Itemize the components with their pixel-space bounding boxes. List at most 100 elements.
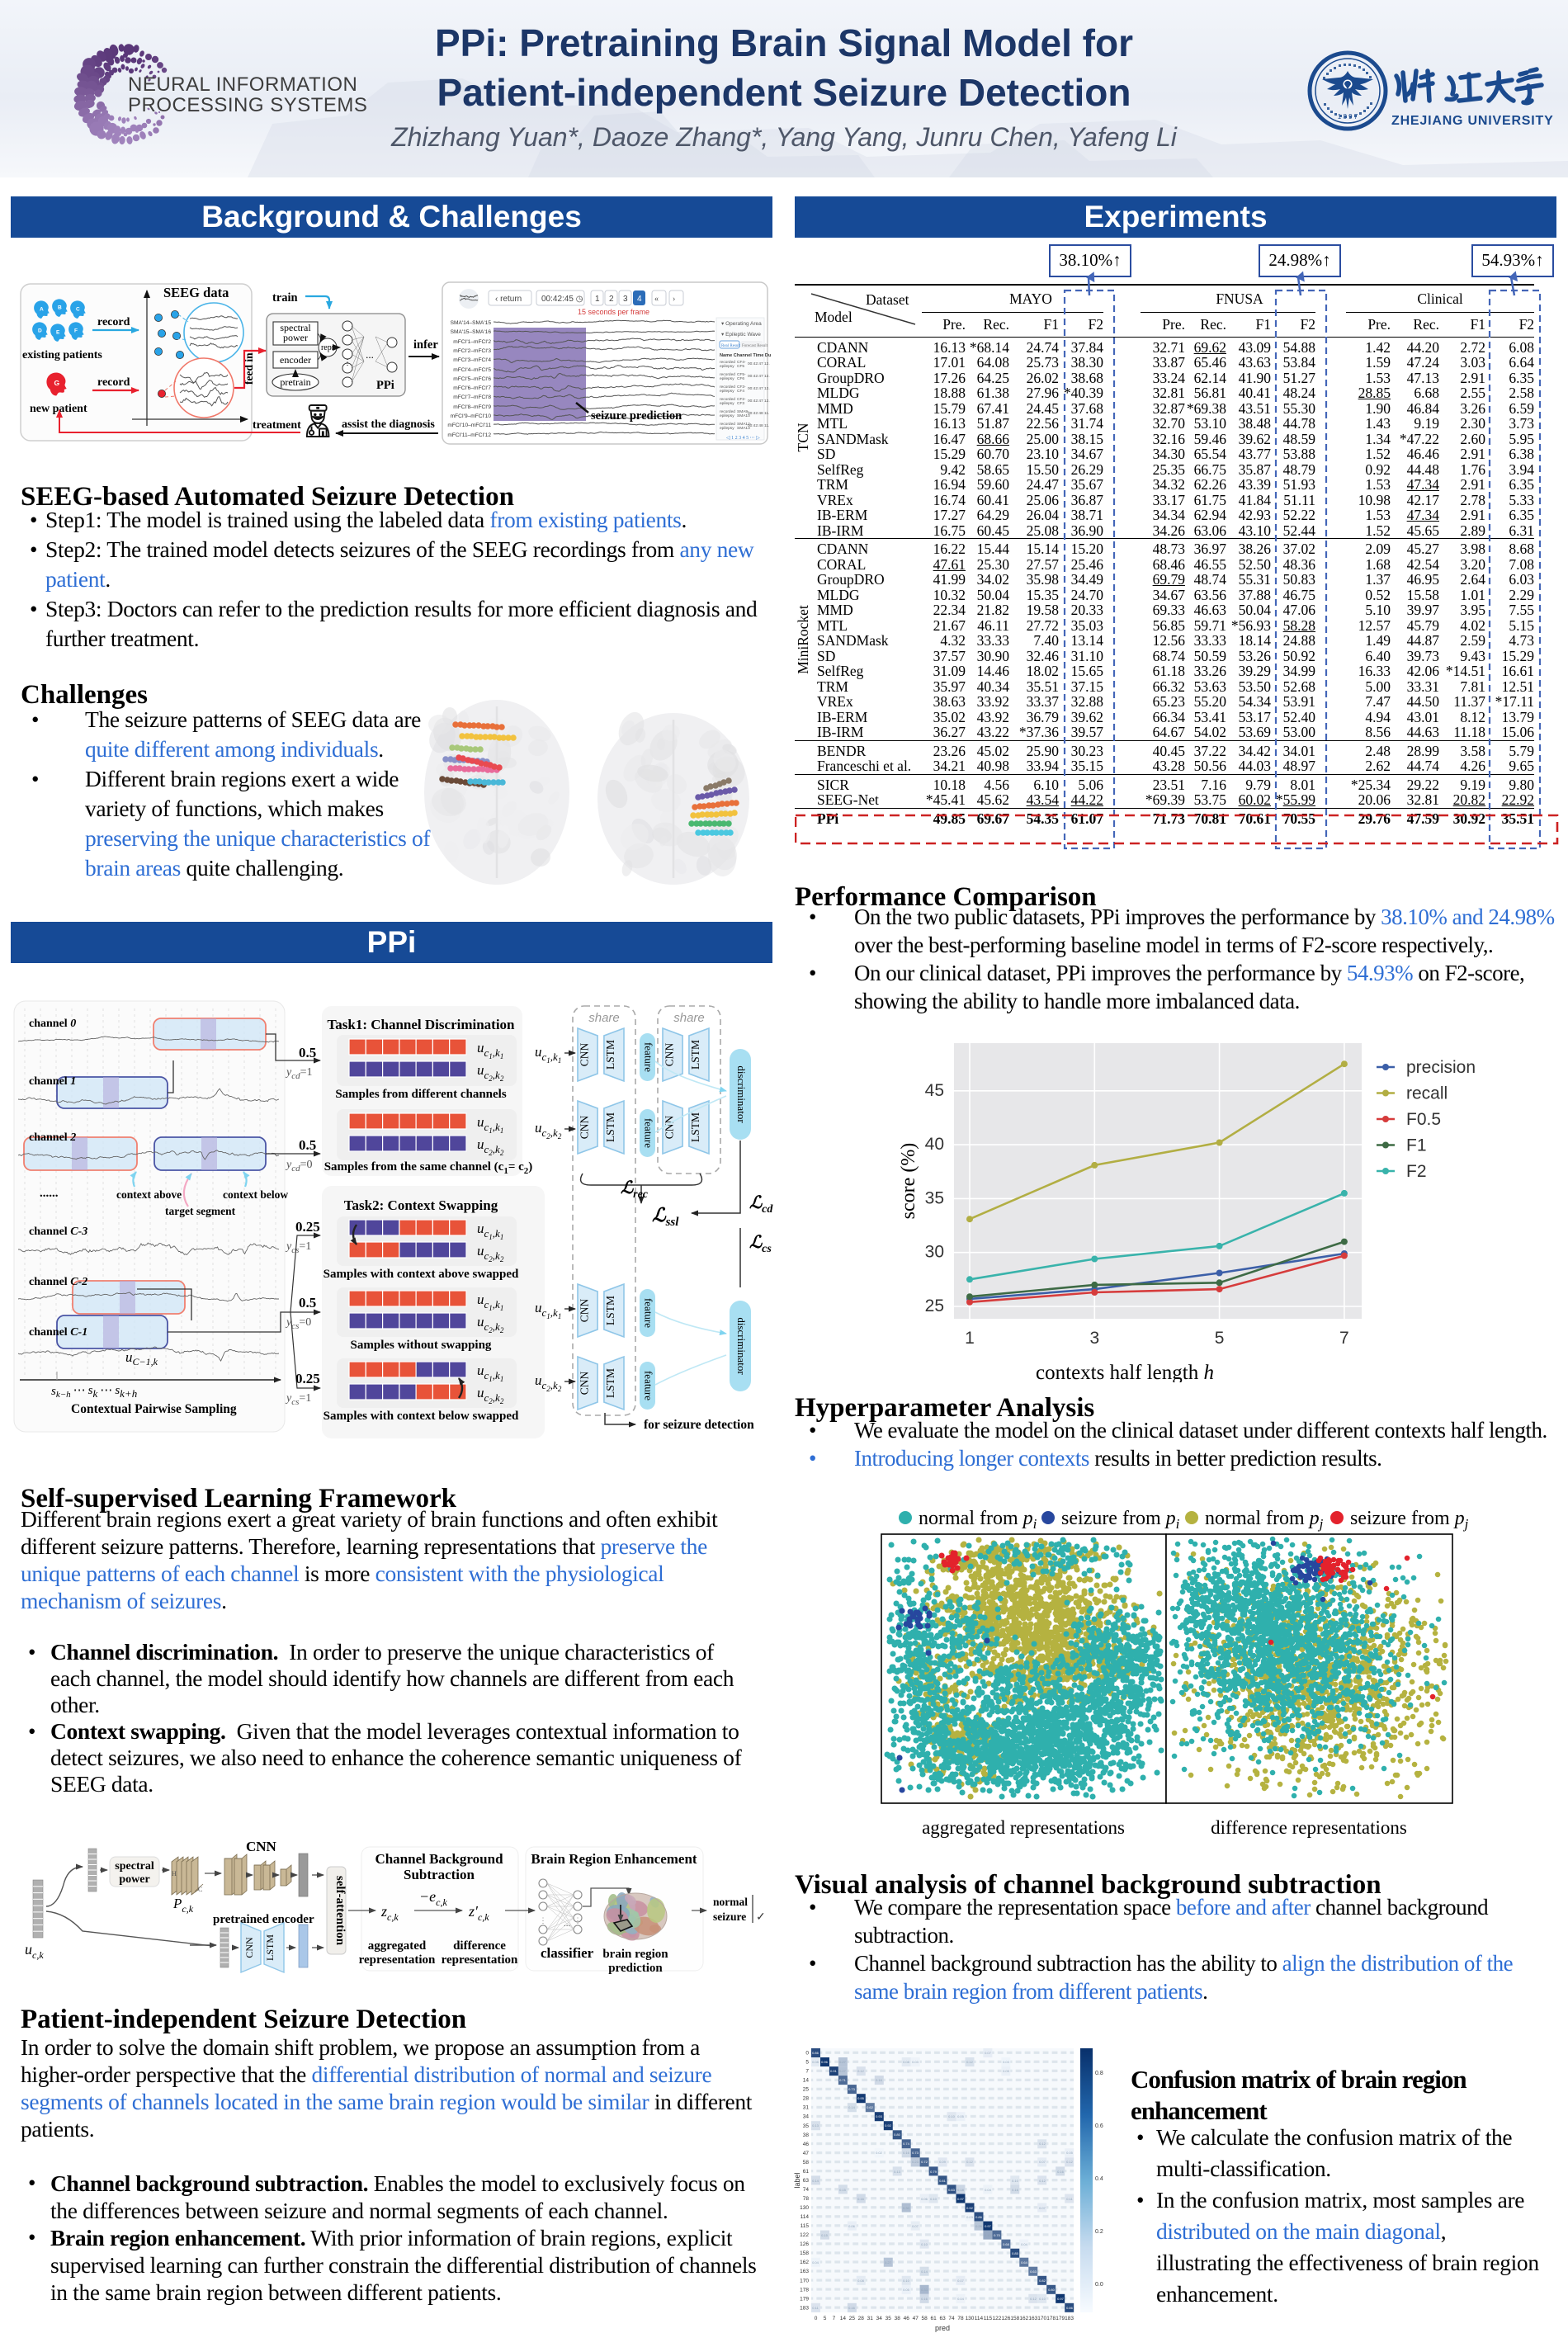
svg-text:0.16: 0.16 xyxy=(857,2197,865,2201)
svg-text:feature: feature xyxy=(643,1118,655,1148)
svg-text:0.79: 0.79 xyxy=(930,2170,937,2174)
svg-text:mFCI'4–mFCI'5: mFCI'4–mFCI'5 xyxy=(453,367,491,373)
svg-text:share: share xyxy=(588,1011,620,1025)
svg-text:sk−h ⋯ sk ⋯ sk+h: sk−h ⋯ sk ⋯ sk+h xyxy=(51,1384,137,1400)
svg-text:recorded: recorded xyxy=(720,385,735,390)
svg-text:25: 25 xyxy=(849,2316,856,2321)
svg-text:E: E xyxy=(56,329,60,335)
svg-text:0.27: 0.27 xyxy=(885,2260,892,2265)
svg-text:0.25: 0.25 xyxy=(295,1371,320,1386)
svg-text:LSTM: LSTM xyxy=(604,1296,616,1325)
svg-text:162: 162 xyxy=(1019,2316,1028,2321)
svg-text:31: 31 xyxy=(867,2316,874,2321)
svg-text:⋮: ⋮ xyxy=(574,1916,582,1925)
svg-text:existing patients: existing patients xyxy=(22,349,102,361)
svg-text:CNN: CNN xyxy=(578,1043,590,1067)
svg-text:pretrain: pretrain xyxy=(280,376,310,388)
svg-text:0.6: 0.6 xyxy=(1095,2123,1103,2129)
svg-text:0.09: 0.09 xyxy=(939,2160,947,2164)
svg-text:25: 25 xyxy=(925,1296,944,1315)
svg-text:0.12: 0.12 xyxy=(1039,2179,1046,2183)
svg-text:47: 47 xyxy=(913,2316,919,2321)
svg-text:14: 14 xyxy=(840,2316,847,2321)
svg-text:0.16: 0.16 xyxy=(1012,2188,1019,2192)
svg-text:mFCI'9–mFCI'10: mFCI'9–mFCI'10 xyxy=(451,413,492,419)
svg-text:30: 30 xyxy=(925,1243,944,1262)
svg-text:epilepsy: epilepsy xyxy=(720,413,734,418)
svg-text:0.16: 0.16 xyxy=(903,2151,910,2155)
svg-text:▾ Operating Area: ▾ Operating Area xyxy=(721,321,762,327)
svg-text:label: label xyxy=(793,2172,801,2188)
svg-text:163: 163 xyxy=(1028,2316,1037,2321)
svg-text:Channel Background: Channel Background xyxy=(375,1851,503,1867)
svg-text:0.2: 0.2 xyxy=(1095,2229,1103,2235)
svg-text:Task2: Context Swapping: Task2: Context Swapping xyxy=(344,1197,498,1213)
svg-text:normal: normal xyxy=(713,1896,748,1908)
svg-text:0.5: 0.5 xyxy=(299,1045,316,1060)
svg-text:F1: F1 xyxy=(1406,1136,1427,1155)
svg-text:feature: feature xyxy=(643,1371,655,1400)
svg-text:3: 3 xyxy=(623,295,628,304)
svg-text:Real Result: Real Result xyxy=(721,344,741,348)
svg-text:self-attention: self-attention xyxy=(333,1876,347,1946)
svg-text:0.10: 0.10 xyxy=(1039,2297,1046,2301)
svg-text:SMA9-: SMA9- xyxy=(737,409,749,414)
svg-text:0.73: 0.73 xyxy=(848,2087,856,2091)
svg-text:LSTM: LSTM xyxy=(604,1040,616,1070)
svg-text:0.05: 0.05 xyxy=(1003,2069,1010,2073)
svg-text:spectral: spectral xyxy=(115,1860,154,1873)
svg-text:0.07: 0.07 xyxy=(985,2051,992,2055)
svg-text:Task1: Channel Discrimination: Task1: Channel Discrimination xyxy=(327,1017,515,1032)
svg-text:record: record xyxy=(97,316,130,328)
svg-text:...: ... xyxy=(564,1919,571,1929)
svg-text:D: D xyxy=(38,328,42,333)
svg-text:feature: feature xyxy=(643,1042,655,1072)
svg-text:epilepsy: epilepsy xyxy=(720,364,734,369)
svg-text:5: 5 xyxy=(805,2060,809,2066)
svg-text:0.15: 0.15 xyxy=(839,2188,847,2192)
svg-text:LSTM: LSTM xyxy=(264,1934,276,1961)
svg-text:1: 1 xyxy=(595,295,600,304)
svg-text:0.14: 0.14 xyxy=(848,2105,856,2109)
svg-text:channel C-3: channel C-3 xyxy=(29,1226,87,1238)
svg-text:epilepsy: epilepsy xyxy=(720,401,734,406)
svg-text:170: 170 xyxy=(1037,2316,1046,2321)
svg-text:38: 38 xyxy=(803,2132,810,2138)
svg-text:CF5-: CF5- xyxy=(737,372,746,377)
svg-text:Samples from the same channel: Samples from the same channel (c1= c2) xyxy=(324,1160,533,1176)
svg-text:mFCI'8–mFCI'9: mFCI'8–mFCI'9 xyxy=(453,404,491,410)
svg-text:0.95: 0.95 xyxy=(857,2096,865,2100)
svg-text:122: 122 xyxy=(992,2316,1001,2321)
svg-text:46: 46 xyxy=(803,2142,810,2147)
svg-text:CNN: CNN xyxy=(578,1372,590,1396)
svg-text:SMA'15–SMA'16: SMA'15–SMA'16 xyxy=(451,329,492,335)
svg-text:0.12: 0.12 xyxy=(966,2160,974,2164)
svg-text:00:42:47 12.: 00:42:47 12. xyxy=(748,399,770,404)
svg-text:normal from pj: normal from pj xyxy=(1205,1508,1324,1532)
svg-text:63: 63 xyxy=(803,2178,810,2184)
svg-text:seizure from pj: seizure from pj xyxy=(1350,1508,1469,1532)
svg-text:mFCI'7–mFCI'8: mFCI'7–mFCI'8 xyxy=(453,394,491,400)
svg-text:power: power xyxy=(283,332,308,343)
svg-text:CF3: CF3 xyxy=(737,401,744,406)
svg-text:158: 158 xyxy=(800,2250,809,2256)
svg-text:0.05: 0.05 xyxy=(903,2288,910,2292)
svg-text:discriminator: discriminator xyxy=(735,1317,748,1375)
svg-text:mFCI'3–mFCI'4: mFCI'3–mFCI'4 xyxy=(453,357,491,363)
svg-text:162: 162 xyxy=(800,2260,809,2265)
svg-text:seizure from pi: seizure from pi xyxy=(1061,1508,1180,1532)
svg-text:28: 28 xyxy=(858,2316,865,2321)
svg-text:0.5: 0.5 xyxy=(299,1137,316,1153)
svg-text:0.04: 0.04 xyxy=(1021,2242,1028,2246)
svg-text:0.14: 0.14 xyxy=(812,2179,819,2183)
svg-text:⋮: ⋮ xyxy=(540,1916,547,1925)
svg-text:channel C-2: channel C-2 xyxy=(29,1276,87,1288)
svg-text:Brain Region Enhancement: Brain Region Enhancement xyxy=(531,1851,697,1867)
svg-text:34: 34 xyxy=(803,2114,810,2120)
svg-text:0.12: 0.12 xyxy=(1066,2160,1074,2164)
svg-text:00:42:48 11.: 00:42:48 11. xyxy=(748,411,769,416)
svg-text:0.08: 0.08 xyxy=(812,2060,819,2064)
svg-text:35: 35 xyxy=(803,2123,810,2129)
svg-text:0.40: 0.40 xyxy=(985,2233,992,2237)
svg-text:......: ...... xyxy=(40,1187,59,1200)
